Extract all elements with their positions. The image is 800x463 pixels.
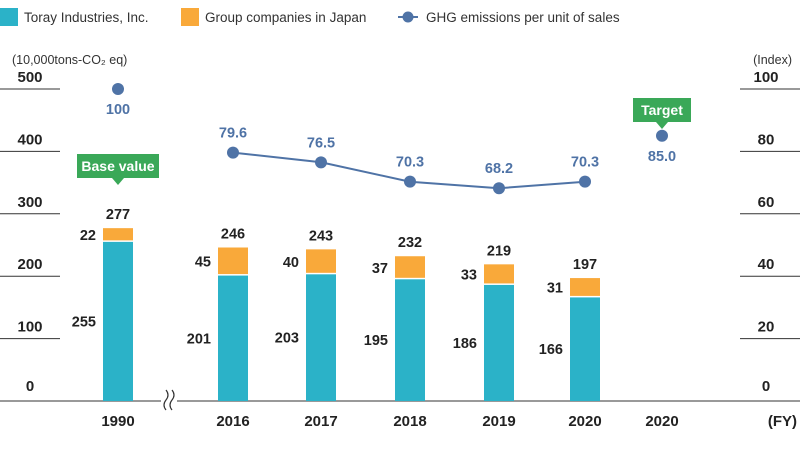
y-left-tick-label: 500 [17, 69, 42, 86]
bar-group-companies [103, 228, 133, 241]
x-tick-label: 2017 [304, 413, 337, 430]
bar-label-group: 37 [372, 261, 388, 277]
x-axis-unit: (FY) [768, 413, 797, 430]
bar-label-total: 243 [309, 228, 333, 244]
ghg-point [404, 175, 416, 188]
bar-label-group: 40 [283, 255, 299, 271]
callout-base-value-pointer [112, 178, 124, 185]
axis-break-mark [169, 389, 175, 411]
labels: 255 22 277 201 45 246 203 40 243 195 37 232 186 33 219… [72, 102, 676, 358]
bar-toray [395, 279, 425, 401]
bar-label-total: 219 [487, 243, 511, 259]
ghg-point [656, 129, 668, 142]
ghg-point-label: 70.3 [571, 155, 599, 171]
callout-target-text: Target [641, 102, 683, 118]
bar-group-companies [306, 249, 336, 273]
ghg-point [493, 182, 505, 195]
ghg-point-label: 68.2 [485, 161, 513, 177]
bar-label-toray: 186 [453, 336, 477, 352]
legend-label-group: Group companies in Japan [205, 10, 366, 25]
bar-label-group: 45 [195, 255, 211, 271]
y-left-tick-label: 100 [17, 319, 42, 336]
bar-label-toray: 166 [539, 342, 563, 358]
bar-toray [570, 297, 600, 401]
legend: Toray Industries, Inc. Group companies in… [0, 8, 620, 26]
legend-label-ghg: GHG emissions per unit of sales [426, 10, 620, 25]
y-right-tick-label: 40 [758, 256, 775, 273]
bar-label-toray: 195 [364, 333, 388, 349]
bar-label-toray: 255 [72, 314, 96, 330]
ghg-point-label: 70.3 [396, 155, 424, 171]
axes: (10,000tons-CO₂ eq) (Index) (FY) 0 0 100 20 200… [0, 53, 800, 430]
y-right-tick-label: 0 [762, 378, 770, 395]
ghg-point-label: 76.5 [307, 135, 335, 151]
bar-group-companies [395, 256, 425, 278]
bar-label-group: 22 [80, 228, 96, 244]
callout-target-pointer [656, 122, 668, 129]
x-tick-label: 2020 [645, 413, 678, 430]
y-right-tick-label: 60 [758, 194, 775, 211]
bar-toray [103, 241, 133, 401]
bar-label-total: 246 [221, 226, 245, 242]
legend-swatch-group [181, 8, 199, 26]
bars [103, 228, 600, 401]
ghg-point [112, 83, 124, 95]
legend-label-toray: Toray Industries, Inc. [24, 10, 149, 25]
ghg-point [579, 175, 591, 188]
callout-target [633, 98, 691, 122]
x-tick-label: 2020 [568, 413, 601, 430]
bar-toray [218, 275, 248, 401]
x-tick-label: 1990 [101, 413, 134, 430]
bar-label-total: 277 [106, 207, 130, 223]
y-right-tick-label: 20 [758, 319, 775, 336]
ghg-point [315, 156, 327, 169]
ghg-point-label: 85.0 [648, 149, 676, 165]
y-left-tick-label: 200 [17, 256, 42, 273]
y-left-tick-label: 400 [17, 131, 42, 148]
ghg-point [227, 146, 239, 159]
bar-toray [484, 284, 514, 401]
legend-swatch-toray [0, 8, 18, 26]
y-left-axis-title: (10,000tons-CO₂ eq) [12, 53, 127, 67]
bar-group-companies [570, 278, 600, 296]
ghg-line [112, 83, 668, 195]
axis-break-mark [163, 389, 169, 411]
x-tick-label: 2019 [482, 413, 515, 430]
x-tick-label: 2018 [393, 413, 426, 430]
y-right-tick-label: 100 [753, 69, 778, 86]
y-right-axis-title: (Index) [753, 53, 792, 67]
x-tick-label: 2016 [216, 413, 249, 430]
bar-toray [306, 274, 336, 401]
bar-label-toray: 201 [187, 331, 211, 347]
ghg-point-label: 79.6 [219, 126, 247, 142]
callout-base-value-text: Base value [81, 158, 154, 174]
bar-label-total: 197 [573, 257, 597, 273]
bar-label-group: 33 [461, 268, 477, 284]
ghg-point-label: 100 [106, 102, 130, 118]
bar-label-toray: 203 [275, 331, 299, 347]
bar-label-group: 31 [547, 281, 563, 297]
y-left-tick-label: 0 [26, 378, 34, 395]
bar-group-companies [484, 264, 514, 284]
bar-label-total: 232 [398, 235, 422, 251]
bar-group-companies [218, 247, 248, 275]
callouts: Base value Target [77, 98, 691, 185]
y-left-tick-label: 300 [17, 194, 42, 211]
y-right-tick-label: 80 [758, 131, 775, 148]
callout-base-value [77, 154, 159, 178]
legend-marker-ghg [402, 11, 414, 23]
